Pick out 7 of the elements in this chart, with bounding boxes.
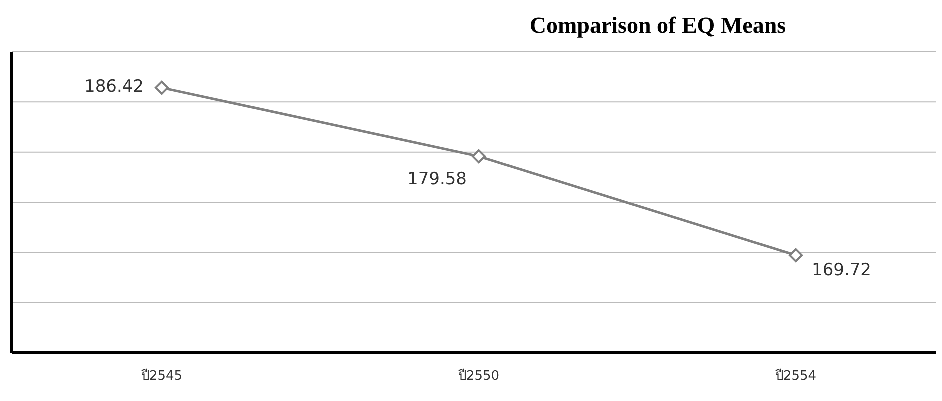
data-label: 186.42 bbox=[84, 76, 144, 97]
data-label: 179.58 bbox=[408, 170, 467, 190]
x-tick-label: ปี2545 bbox=[140, 368, 183, 384]
chart-title: Comparison of EQ Means bbox=[528, 12, 788, 40]
x-tick-label: ปี2550 bbox=[457, 368, 500, 384]
x-tick-label: ปี2554 bbox=[774, 368, 817, 384]
data-label: 169.72 bbox=[812, 260, 872, 280]
